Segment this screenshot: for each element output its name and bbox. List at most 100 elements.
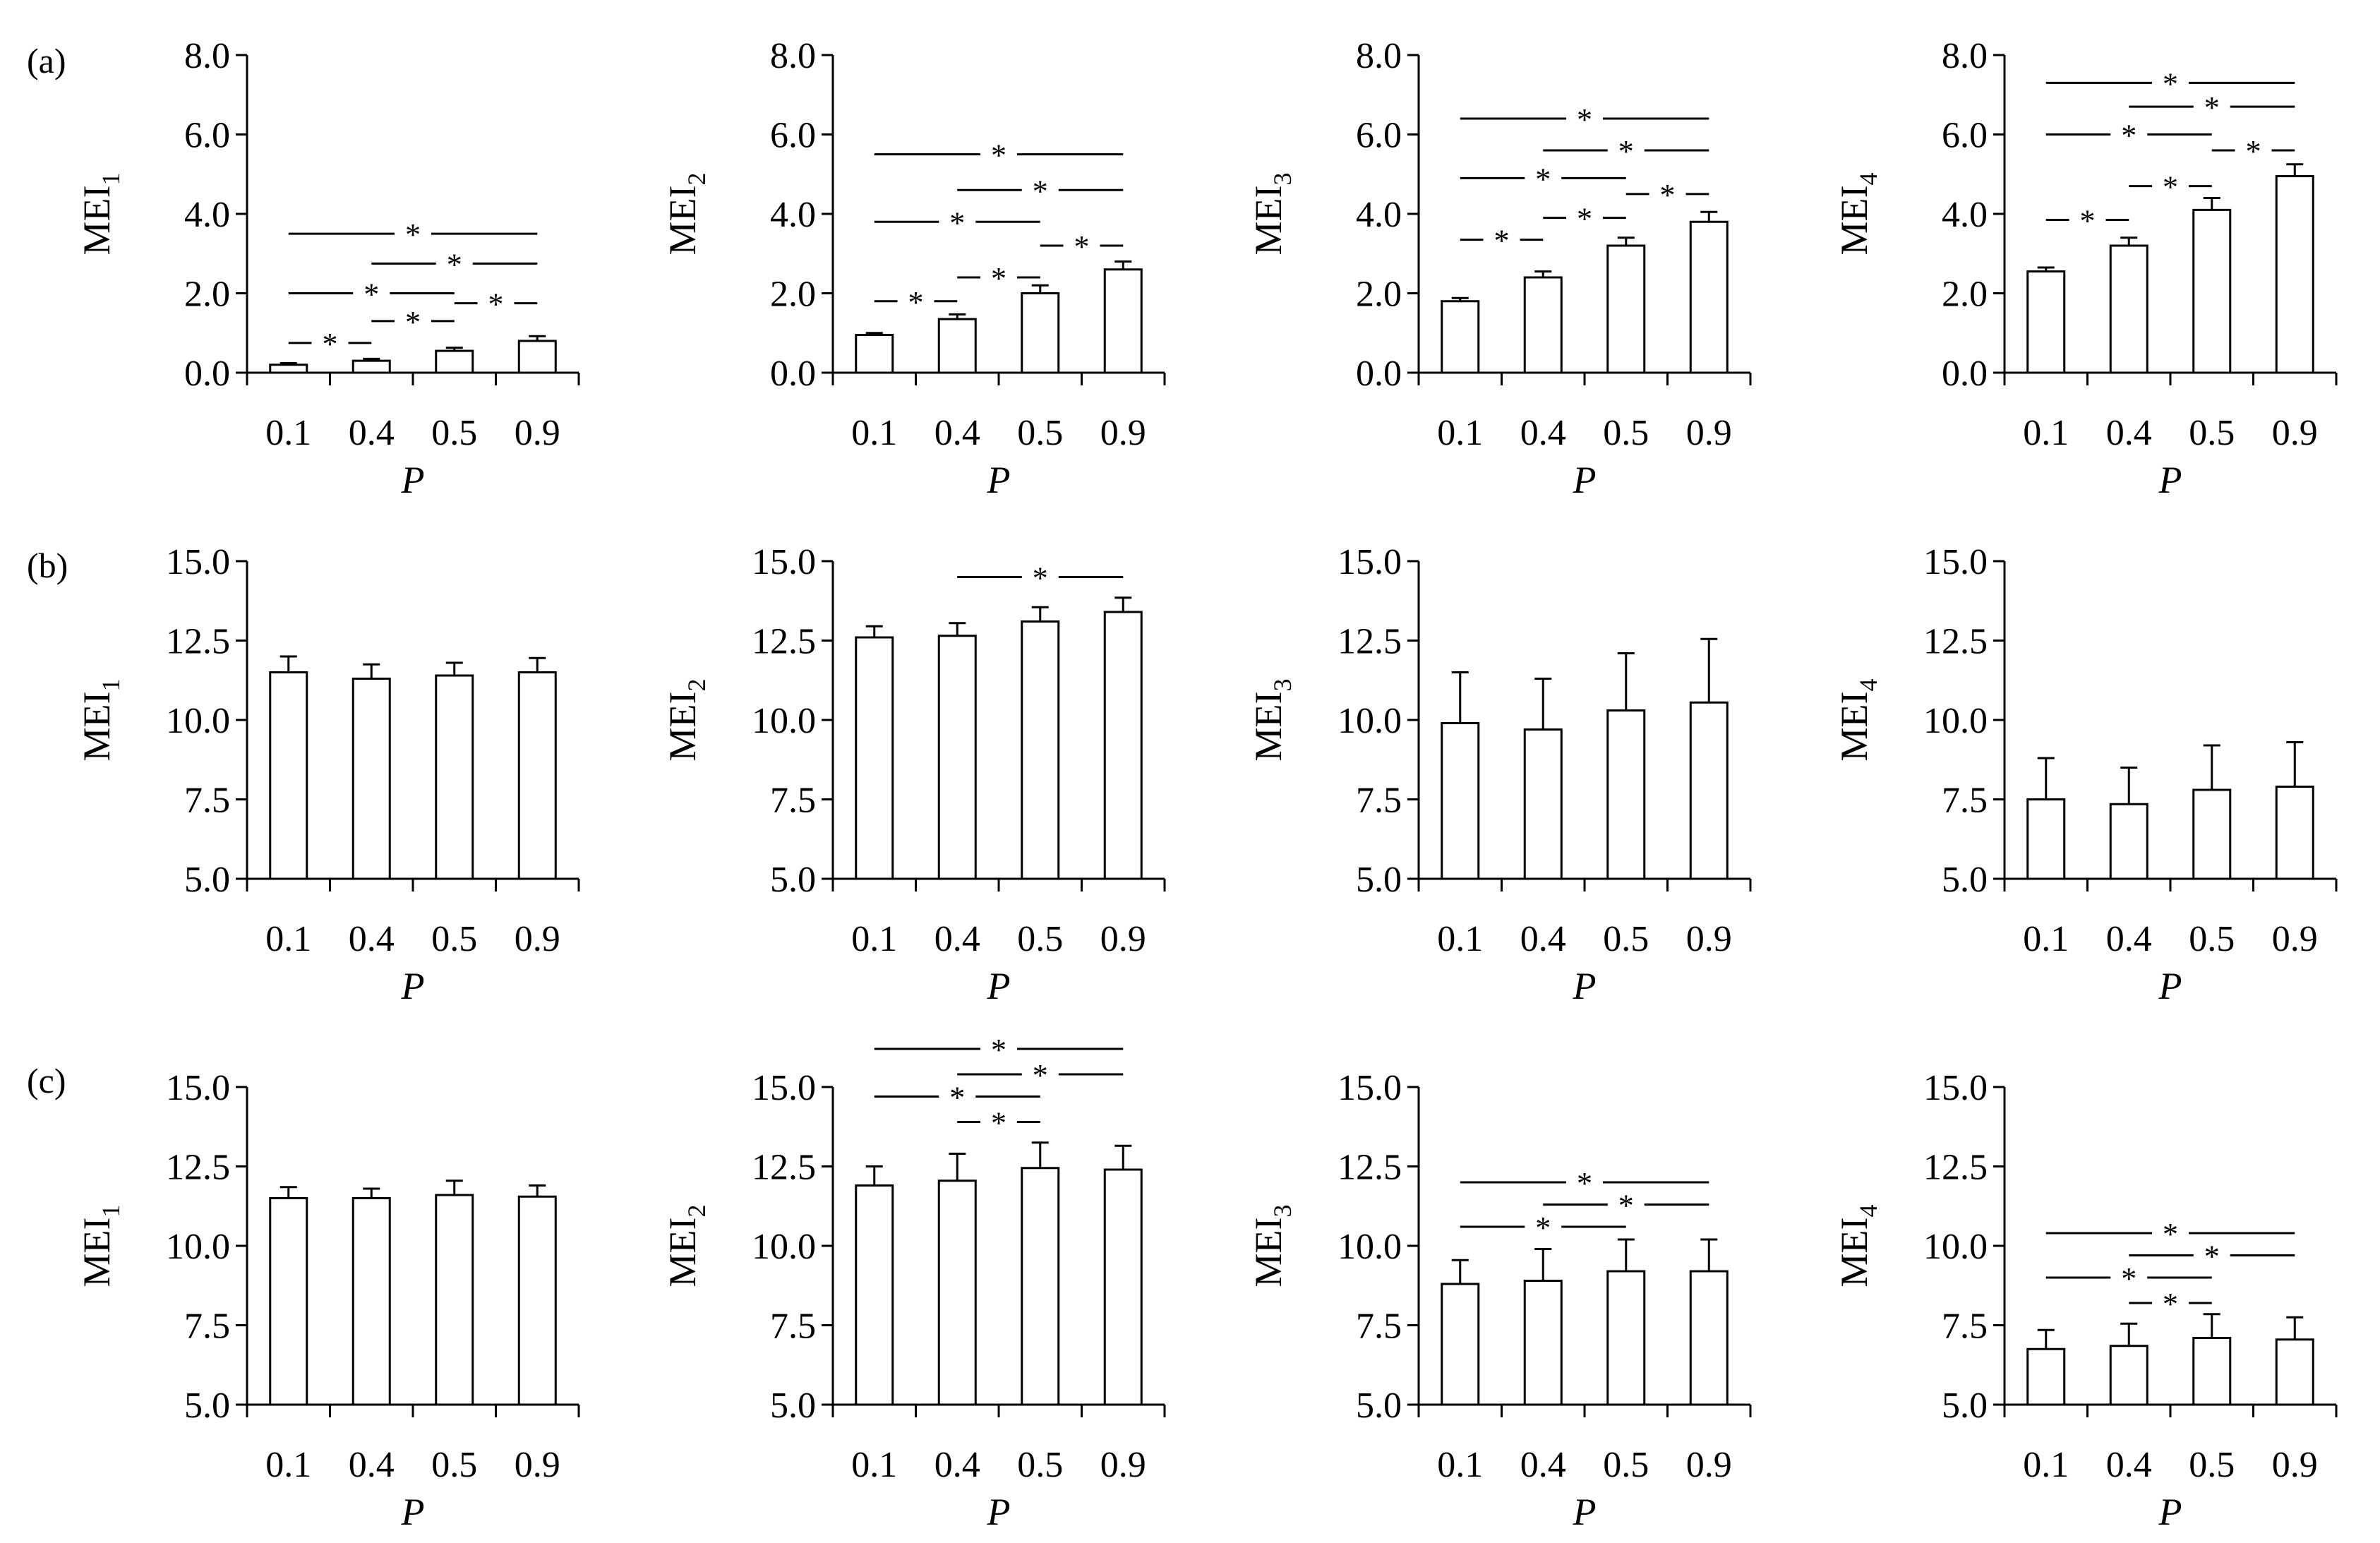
y-axis-title-text: MEI xyxy=(1833,1218,1875,1287)
chart-panel-b-3: 5.0 7.5 10.0 12.5 15.0 0.1 0.4 0.5 0.9 P MEI3 xyxy=(1247,542,1752,1007)
significance-star: * xyxy=(488,287,504,322)
y-tick-label: 2.0 xyxy=(1356,275,1402,315)
y-axis-title: MEI3 xyxy=(1247,679,1297,762)
x-tick-label: 0.4 xyxy=(2106,413,2152,453)
x-tick-label: 0.9 xyxy=(1686,919,1732,959)
y-axis-title-text: MEI xyxy=(76,1218,118,1287)
x-axis-title: P xyxy=(2158,459,2182,501)
bar xyxy=(435,349,474,374)
significance-star: * xyxy=(1577,1166,1592,1201)
x-tick-label: 0.1 xyxy=(265,919,311,959)
significance-star: * xyxy=(2163,1287,2178,1321)
x-axis-title: P xyxy=(987,965,1011,1007)
y-tick-label: 10.0 xyxy=(1923,701,1988,741)
x-axis-title: P xyxy=(401,1491,425,1533)
significance-star: * xyxy=(949,1081,965,1115)
bar xyxy=(2275,786,2314,880)
significance-star: * xyxy=(1033,174,1048,208)
y-tick-label: 15.0 xyxy=(1923,542,1988,582)
chart-panel-a-3: 0.0 2.0 4.0 6.0 8.0 0.1 0.4 0.5 0.9 P MEI3 * * * * * * xyxy=(1247,36,1752,501)
y-axis-title-text: MEI xyxy=(1833,692,1875,762)
significance-star: * xyxy=(1494,224,1510,258)
panel-label: (c) xyxy=(27,1061,66,1100)
y-tick-label: 8.0 xyxy=(770,36,816,76)
bar xyxy=(351,678,391,880)
y-tick-label: 12.5 xyxy=(166,622,230,662)
y-tick-label: 12.5 xyxy=(752,1148,816,1188)
x-tick-label: 0.1 xyxy=(851,413,897,453)
bar xyxy=(1441,300,1480,374)
x-tick-label: 0.1 xyxy=(1437,1445,1483,1485)
y-tick-label: 5.0 xyxy=(1942,1386,1988,1426)
x-tick-label: 0.9 xyxy=(1100,919,1146,959)
y-tick-label: 4.0 xyxy=(184,195,230,235)
significance-star: * xyxy=(2204,90,2220,125)
significance-star: * xyxy=(991,1033,1006,1067)
bar xyxy=(517,1195,557,1406)
bar xyxy=(2275,175,2314,374)
bar xyxy=(1689,220,1729,374)
y-tick-label: 6.0 xyxy=(1942,116,1988,156)
significance-star: * xyxy=(405,217,421,252)
significance-star: * xyxy=(908,285,924,320)
y-tick-label: 12.5 xyxy=(166,1148,230,1188)
bar xyxy=(269,364,308,374)
y-tick-label: 5.0 xyxy=(184,860,230,900)
y-tick-label: 7.5 xyxy=(770,781,816,821)
chart-panel-b-4: 5.0 7.5 10.0 12.5 15.0 0.1 0.4 0.5 0.9 P MEI4 xyxy=(1833,542,2338,1007)
bar xyxy=(1021,620,1060,880)
y-tick-label: 10.0 xyxy=(166,701,230,741)
bar xyxy=(1523,1280,1563,1406)
bar xyxy=(1441,1283,1480,1406)
chart-panel-c-3: 5.0 7.5 10.0 12.5 15.0 0.1 0.4 0.5 0.9 P MEI3 * * * xyxy=(1247,1068,1752,1533)
y-tick-label: 12.5 xyxy=(1338,622,1402,662)
y-axis-title-subscript: 1 xyxy=(97,679,125,692)
x-tick-label: 0.9 xyxy=(515,919,560,959)
y-tick-label: 5.0 xyxy=(770,1386,816,1426)
x-tick-label: 0.9 xyxy=(1100,413,1146,453)
panel-label: (b) xyxy=(27,546,68,585)
y-tick-label: 0.0 xyxy=(770,354,816,394)
x-tick-label: 0.5 xyxy=(1017,919,1063,959)
bar xyxy=(517,671,557,880)
x-axis-title: P xyxy=(401,459,425,501)
significance-star: * xyxy=(2121,1261,2136,1296)
y-tick-label: 4.0 xyxy=(1942,195,1988,235)
bar xyxy=(1523,276,1563,374)
x-tick-label: 0.5 xyxy=(1603,1445,1649,1485)
x-tick-label: 0.4 xyxy=(2106,1445,2152,1485)
y-tick-label: 5.0 xyxy=(770,860,816,900)
bar xyxy=(2109,803,2148,880)
bar xyxy=(855,334,894,374)
x-tick-label: 0.5 xyxy=(1603,919,1649,959)
chart-panel-c-2: 5.0 7.5 10.0 12.5 15.0 0.1 0.4 0.5 0.9 P MEI2 * * * * xyxy=(661,1033,1166,1533)
y-axis-title-text: MEI xyxy=(1247,186,1290,256)
bar xyxy=(1103,611,1143,880)
y-tick-label: 15.0 xyxy=(166,542,230,582)
y-axis-title-text: MEI xyxy=(1833,186,1875,256)
y-tick-label: 7.5 xyxy=(770,1307,816,1347)
x-tick-label: 0.4 xyxy=(1520,1445,1566,1485)
significance-star: * xyxy=(991,138,1006,173)
bar xyxy=(2192,788,2232,880)
y-tick-label: 15.0 xyxy=(1923,1068,1988,1108)
y-axis-title: MEI2 xyxy=(661,173,711,256)
y-axis-title: MEI2 xyxy=(661,679,711,762)
x-tick-label: 0.4 xyxy=(349,1445,395,1485)
x-tick-label: 0.1 xyxy=(2023,1445,2069,1485)
y-tick-label: 15.0 xyxy=(752,1068,816,1108)
significance-star: * xyxy=(2246,134,2261,169)
y-tick-label: 7.5 xyxy=(1356,1307,1402,1347)
y-axis-title: MEI2 xyxy=(661,1205,711,1287)
bar xyxy=(2192,208,2232,374)
x-tick-label: 0.4 xyxy=(934,413,980,453)
y-tick-label: 5.0 xyxy=(1356,1386,1402,1426)
chart-panel-a-4: 0.0 2.0 4.0 6.0 8.0 0.1 0.4 0.5 0.9 P MEI4 * * * * * * xyxy=(1833,36,2338,501)
bar xyxy=(855,636,894,880)
x-axis-title: P xyxy=(987,459,1011,501)
x-tick-label: 0.9 xyxy=(515,1445,560,1485)
y-tick-label: 15.0 xyxy=(1338,542,1402,582)
y-axis-title-text: MEI xyxy=(661,692,704,762)
bar xyxy=(937,635,977,880)
chart-panel-b-2: 5.0 7.5 10.0 12.5 15.0 0.1 0.4 0.5 0.9 P MEI2 * xyxy=(661,542,1166,1007)
